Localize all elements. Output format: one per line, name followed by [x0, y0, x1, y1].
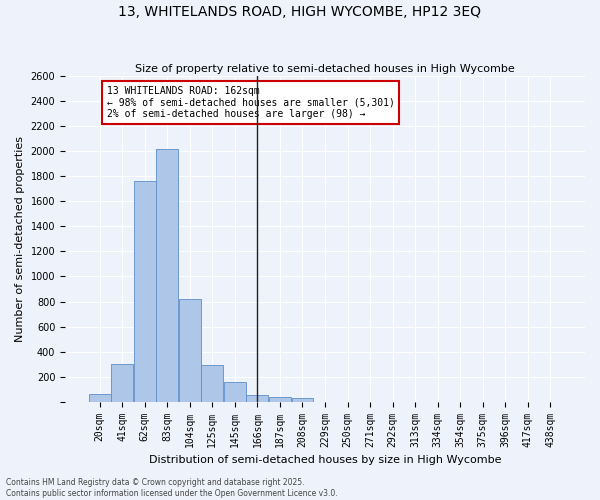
- Bar: [89, 394, 110, 402]
- Bar: [269, 396, 291, 402]
- Bar: [111, 364, 133, 402]
- Y-axis label: Number of semi-detached properties: Number of semi-detached properties: [15, 136, 25, 342]
- X-axis label: Distribution of semi-detached houses by size in High Wycombe: Distribution of semi-detached houses by …: [149, 455, 501, 465]
- Text: 13 WHITELANDS ROAD: 162sqm
← 98% of semi-detached houses are smaller (5,301)
2% : 13 WHITELANDS ROAD: 162sqm ← 98% of semi…: [107, 86, 395, 119]
- Bar: [134, 182, 155, 402]
- Bar: [247, 396, 268, 402]
- Bar: [156, 149, 178, 402]
- Text: Contains HM Land Registry data © Crown copyright and database right 2025.
Contai: Contains HM Land Registry data © Crown c…: [6, 478, 338, 498]
- Bar: [224, 382, 246, 402]
- Text: 13, WHITELANDS ROAD, HIGH WYCOMBE, HP12 3EQ: 13, WHITELANDS ROAD, HIGH WYCOMBE, HP12 …: [119, 5, 482, 19]
- Bar: [292, 398, 313, 402]
- Title: Size of property relative to semi-detached houses in High Wycombe: Size of property relative to semi-detach…: [135, 64, 515, 74]
- Bar: [179, 299, 200, 402]
- Bar: [202, 366, 223, 402]
